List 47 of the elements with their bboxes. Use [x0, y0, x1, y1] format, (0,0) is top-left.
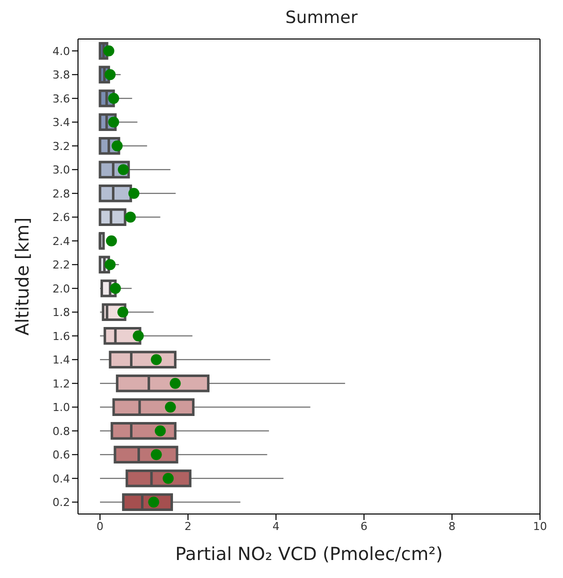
point [128, 188, 140, 199]
y-tick-label: 2.0 [52, 282, 70, 296]
point [118, 164, 129, 176]
x-tick-label: 6 [360, 520, 368, 533]
chart-title: Summer [284, 8, 359, 28]
point [112, 140, 123, 152]
point [110, 282, 121, 294]
y-tick-label: 0.6 [52, 448, 70, 462]
y-tick-label: 3.4 [52, 116, 70, 130]
point [154, 425, 166, 436]
y-tick-label: 2.4 [52, 234, 70, 248]
y-tick-label: 0.2 [52, 496, 70, 510]
y-tick-label: 4.0 [52, 44, 70, 58]
point [150, 354, 162, 366]
x-tick-label: 8 [448, 520, 456, 533]
y-tick-label: 3.2 [52, 140, 70, 153]
x-axis-title: Partial NO₂ VCD (Pmolec/cm²) [175, 544, 443, 565]
y-tick-label: 1.0 [52, 401, 70, 414]
y-tick-label: 3.0 [52, 164, 70, 177]
y-tick-label: 2.2 [52, 258, 70, 272]
y-tick-label: 3.6 [52, 92, 70, 106]
point [132, 330, 144, 342]
y-tick-label: 1.8 [52, 306, 70, 320]
y-tick-label: 0.8 [52, 424, 70, 438]
point [124, 212, 136, 223]
x-tick-label: 4 [272, 520, 280, 533]
point [150, 449, 162, 460]
y-tick-label: 1.2 [52, 377, 70, 390]
x-tick-label: 0 [96, 520, 104, 533]
point [164, 402, 176, 413]
point [162, 472, 174, 484]
point [170, 378, 181, 389]
x-tick-label: 2 [184, 520, 192, 533]
point [117, 306, 128, 318]
y-tick-label: 3.8 [52, 68, 70, 82]
point [148, 496, 160, 508]
y-tick-label: 1.6 [52, 330, 70, 343]
y-tick-label: 1.4 [52, 354, 70, 367]
y-tick-label: 2.6 [52, 211, 70, 224]
point [106, 235, 117, 246]
point [103, 45, 114, 56]
point [108, 92, 120, 104]
y-axis-title: Altitude [km] [12, 217, 34, 336]
x-tick-label: 10 [533, 520, 547, 533]
y-tick-label: 2.8 [52, 187, 70, 200]
point [108, 116, 120, 128]
y-tick-label: 0.4 [52, 472, 70, 486]
